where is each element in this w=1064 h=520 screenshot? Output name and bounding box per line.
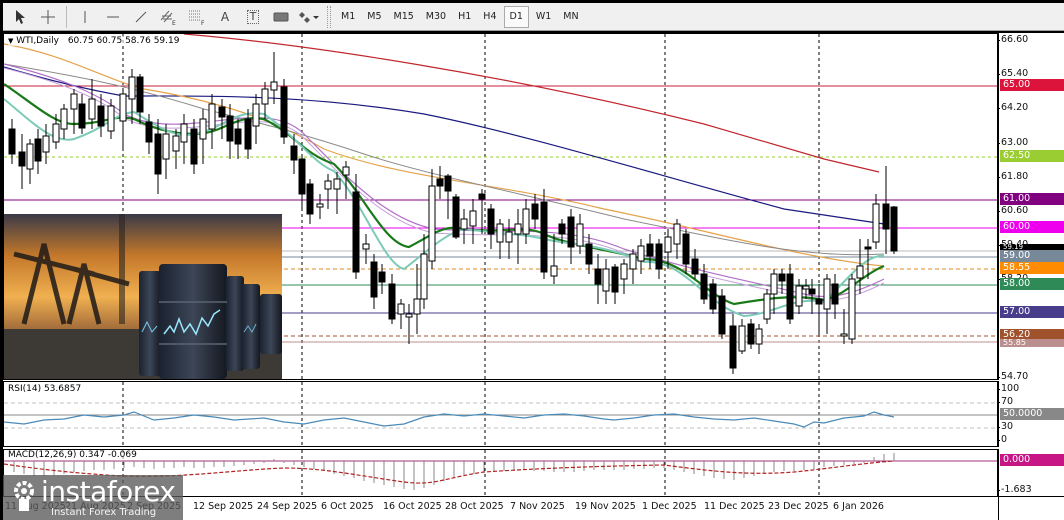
time-label: 1 Dec 2025 [642,501,697,512]
macd-zero-tag: 0.000 [1000,454,1064,466]
vertical-line-button[interactable] [74,5,96,29]
rsi-line [4,411,895,428]
macd-min-tick: -1.683 [997,484,1032,495]
rsi-tick: 30 [996,421,1014,432]
price-tag-56-2: 56.20 [1000,329,1064,341]
timeframe-d1[interactable]: D1 [503,5,529,28]
crosshair-icon [41,9,55,24]
svg-text:E: E [172,20,176,26]
macd-chart-canvas [4,450,997,496]
collapse-triangle-icon[interactable]: ▼ [8,37,14,45]
shapes-dropdown-icon [299,11,319,23]
price-tick: 66.60 [996,34,1029,45]
symbol-timeframe: WTI,Daily [16,36,59,46]
chart-window[interactable]: ▼ WTI,Daily 60.75 60.75 58.76 59.19 66.6… [3,33,1064,520]
rsi-level-tag: 50.0000 [1000,408,1064,420]
time-label: 19 Nov 2025 [575,501,636,512]
arrow-cursor-button[interactable] [9,5,31,29]
toolbar-separator [66,5,67,28]
channel-icon: E [160,10,176,26]
time-label: 6 Jan 2026 [833,501,884,512]
fibonacci-icon: F [189,10,205,26]
time-label: 23 Dec 2025 [768,501,829,512]
toolbar-strip: E F A T M1 M5 M15 M30 H1 H4 D1 W1 MN [3,3,1064,31]
horizontal-line-icon [107,16,119,17]
axis-corner [998,496,1064,520]
price-tag-65: 65.00 [1000,79,1064,91]
text-label-icon: T [246,9,260,24]
symbol-header: ▼ WTI,Daily 60.75 60.75 58.76 59.19 [8,36,180,46]
rectangle-icon [273,12,289,21]
rsi-label: RSI(14) 53.6857 [8,384,82,394]
current-price-tag: 59.19 [1000,244,1064,251]
timeframe-m1[interactable]: M1 [341,11,356,22]
price-tag-61: 61.00 [1000,193,1064,205]
oil-scene-illustration [4,214,282,379]
toolbar: E F A T M1 M5 M15 M30 H1 H4 D1 W1 MN [0,0,1064,34]
time-label: 7 Nov 2025 [510,501,565,512]
time-label: 12 Sep 2025 [193,501,254,512]
time-label: 11 Dec 2025 [704,501,765,512]
crosshair-button[interactable] [37,5,59,29]
ohlc-values: 60.75 60.75 58.76 59.19 [67,36,180,46]
text-icon: A [220,9,230,24]
timeframe-w1[interactable]: W1 [535,11,552,22]
brand-tagline: Instant Forex Trading [51,507,157,518]
macd-axis: 0.000 -1.683 [997,449,1064,497]
timeframe-mn[interactable]: MN [563,11,579,22]
toolbar-grip[interactable] [327,5,331,28]
rsi-tick: 100 [996,383,1020,394]
timeframe-m15[interactable]: M15 [393,11,414,22]
macd-signal-line [4,460,895,484]
price-tick: 61.80 [996,171,1029,182]
price-tag-58-55: 58.55 [1000,262,1064,274]
price-tick: 54.70 [996,371,1029,382]
price-tag-60: 60.00 [1000,221,1064,233]
price-tick: 63.00 [996,137,1029,148]
arrow-cursor-icon [16,9,25,24]
fibonacci-button[interactable]: F [186,5,208,29]
timeframe-m30[interactable]: M30 [425,11,447,22]
price-axis[interactable]: 66.60 65.40 64.20 63.00 61.80 60.60 59.4… [996,33,1064,382]
price-tick: 60.60 [996,205,1029,216]
main-price-pane[interactable]: ▼ WTI,Daily 60.75 60.75 58.76 59.19 [3,33,998,380]
rectangle-button[interactable] [270,5,292,29]
price-tag-57: 57.00 [1000,306,1064,318]
rsi-chart-canvas [4,382,997,446]
time-label: 6 Oct 2025 [321,501,374,512]
oil-barrels-image [4,214,282,379]
vertical-line-icon [84,10,86,23]
horizontal-line-button[interactable] [102,5,124,29]
price-tag-62-5: 62.50 [1000,150,1064,162]
rsi-tick: 70 [996,396,1014,407]
trendline-button[interactable] [130,5,152,29]
price-tick: 65.40 [996,68,1029,79]
rsi-pane[interactable]: RSI(14) 53.6857 [3,381,998,447]
macd-label: MACD(12,26,9) 0.347 -0.069 [8,450,137,460]
equidistant-channel-button[interactable]: E [158,5,180,29]
time-label: 24 Sep 2025 [257,501,318,512]
timeframe-h1[interactable]: H1 [458,11,472,22]
time-label: 28 Oct 2025 [445,501,504,512]
time-label: 16 Oct 2025 [383,501,442,512]
timeframe-h4[interactable]: H4 [483,11,497,22]
text-tool-button[interactable]: A [214,5,236,29]
price-tag-59: 59.00 [1000,250,1064,262]
text-label-button[interactable]: T [242,5,264,29]
brand-name: instaforex [41,475,176,508]
gear-person-logo-icon [14,481,34,511]
svg-text:F: F [201,20,205,26]
rsi-axis: 100 70 50.0000 30 0 [996,381,1064,447]
timeframe-m5[interactable]: M5 [367,11,382,22]
price-tick: 64.20 [996,102,1029,113]
rsi-tick: 0 [996,434,1008,445]
price-tag-55-85: 55.85 [1000,339,1064,347]
shapes-dropdown-button[interactable] [298,5,320,29]
price-tag-58: 58.00 [1000,278,1064,290]
trendline-icon [135,11,147,22]
instaforex-watermark: instaforex Instant Forex Trading [3,475,183,520]
